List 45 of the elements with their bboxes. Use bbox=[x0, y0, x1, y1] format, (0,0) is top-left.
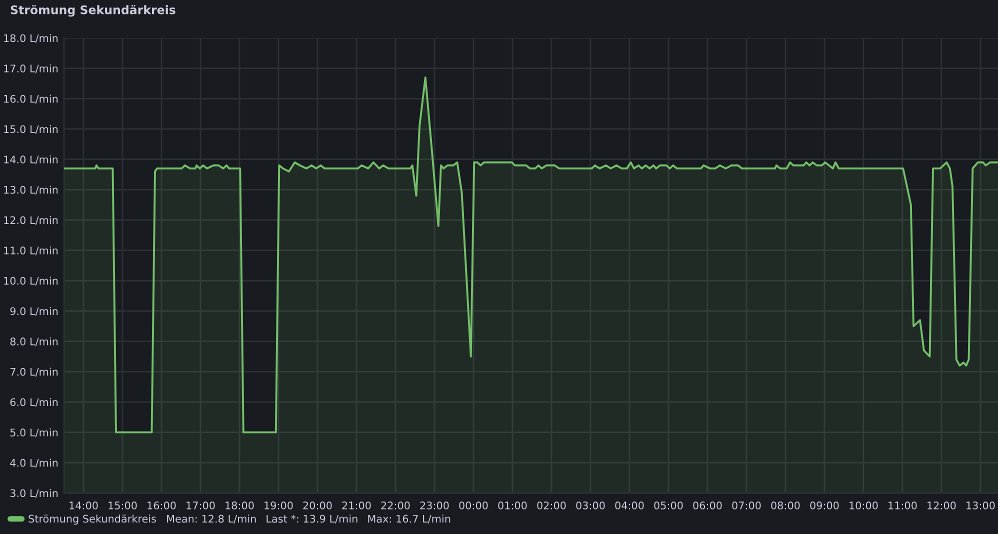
x-tick-label: 05:00 bbox=[654, 502, 683, 510]
y-tick-label: 17.0 L/min bbox=[4, 64, 58, 74]
y-tick-label: 6.0 L/min bbox=[10, 398, 58, 407]
x-tick-label: 10:00 bbox=[850, 502, 878, 510]
chart-title: Strömung Sekundärkreis bbox=[10, 5, 176, 17]
y-tick-label: 15.0 L/min bbox=[4, 125, 58, 134]
x-tick-label: 23:00 bbox=[420, 502, 449, 510]
x-tick-label: 12:00 bbox=[928, 502, 956, 510]
x-tick-label: 21:00 bbox=[342, 502, 371, 510]
x-tick-label: 19:00 bbox=[264, 502, 293, 510]
x-tick-label: 17:00 bbox=[186, 502, 215, 510]
y-tick-label: 10.0 L/min bbox=[4, 276, 58, 286]
y-tick-label: 14.0 L/min bbox=[4, 155, 58, 164]
x-tick-label: 15:00 bbox=[108, 502, 137, 510]
y-tick-label: 13.0 L/min bbox=[4, 186, 58, 195]
x-tick-label: 08:00 bbox=[771, 502, 800, 510]
legend-label: Strömung Sekundärkreis bbox=[28, 514, 156, 525]
y-tick-label: 11.0 L/min bbox=[4, 246, 58, 256]
x-tick-label: 22:00 bbox=[381, 502, 410, 510]
x-tick-label: 18:00 bbox=[226, 502, 254, 510]
y-tick-label: 8.0 L/min bbox=[10, 337, 58, 346]
y-tick-label: 16.0 L/min bbox=[4, 94, 58, 104]
y-tick-label: 3.0 L/min bbox=[10, 489, 58, 498]
y-tick-label: 12.0 L/min bbox=[4, 216, 58, 225]
y-tick-label: 18.0 L/min bbox=[4, 34, 58, 43]
y-tick-label: 9.0 L/min bbox=[10, 307, 58, 316]
x-tick-label: 06:00 bbox=[693, 502, 722, 510]
x-tick-label: 00:00 bbox=[459, 502, 488, 510]
x-tick-label: 14:00 bbox=[70, 502, 98, 510]
x-tick-label: 03:00 bbox=[576, 502, 605, 510]
x-tick-label: 02:00 bbox=[537, 502, 566, 510]
x-tick-label: 16:00 bbox=[148, 502, 176, 510]
x-tick-label: 11:00 bbox=[888, 502, 917, 510]
x-tick-label: 09:00 bbox=[810, 502, 839, 510]
y-tick-label: 5.0 L/min bbox=[10, 428, 58, 438]
x-tick-label: 04:00 bbox=[615, 502, 644, 510]
text: Mean: 12.8 L/min bbox=[167, 514, 256, 524]
x-tick-label: 01:00 bbox=[498, 502, 527, 510]
y-tick-label: 7.0 L/min bbox=[10, 368, 58, 377]
x-tick-label: 20:00 bbox=[303, 502, 332, 510]
text: Last *: 13.9 L/min bbox=[266, 514, 358, 524]
text: Max: 16.7 L/min bbox=[368, 514, 450, 524]
x-tick-label: 07:00 bbox=[732, 502, 761, 510]
y-tick-label: 4.0 L/min bbox=[10, 458, 58, 468]
x-tick-label: 13:00 bbox=[966, 502, 995, 510]
